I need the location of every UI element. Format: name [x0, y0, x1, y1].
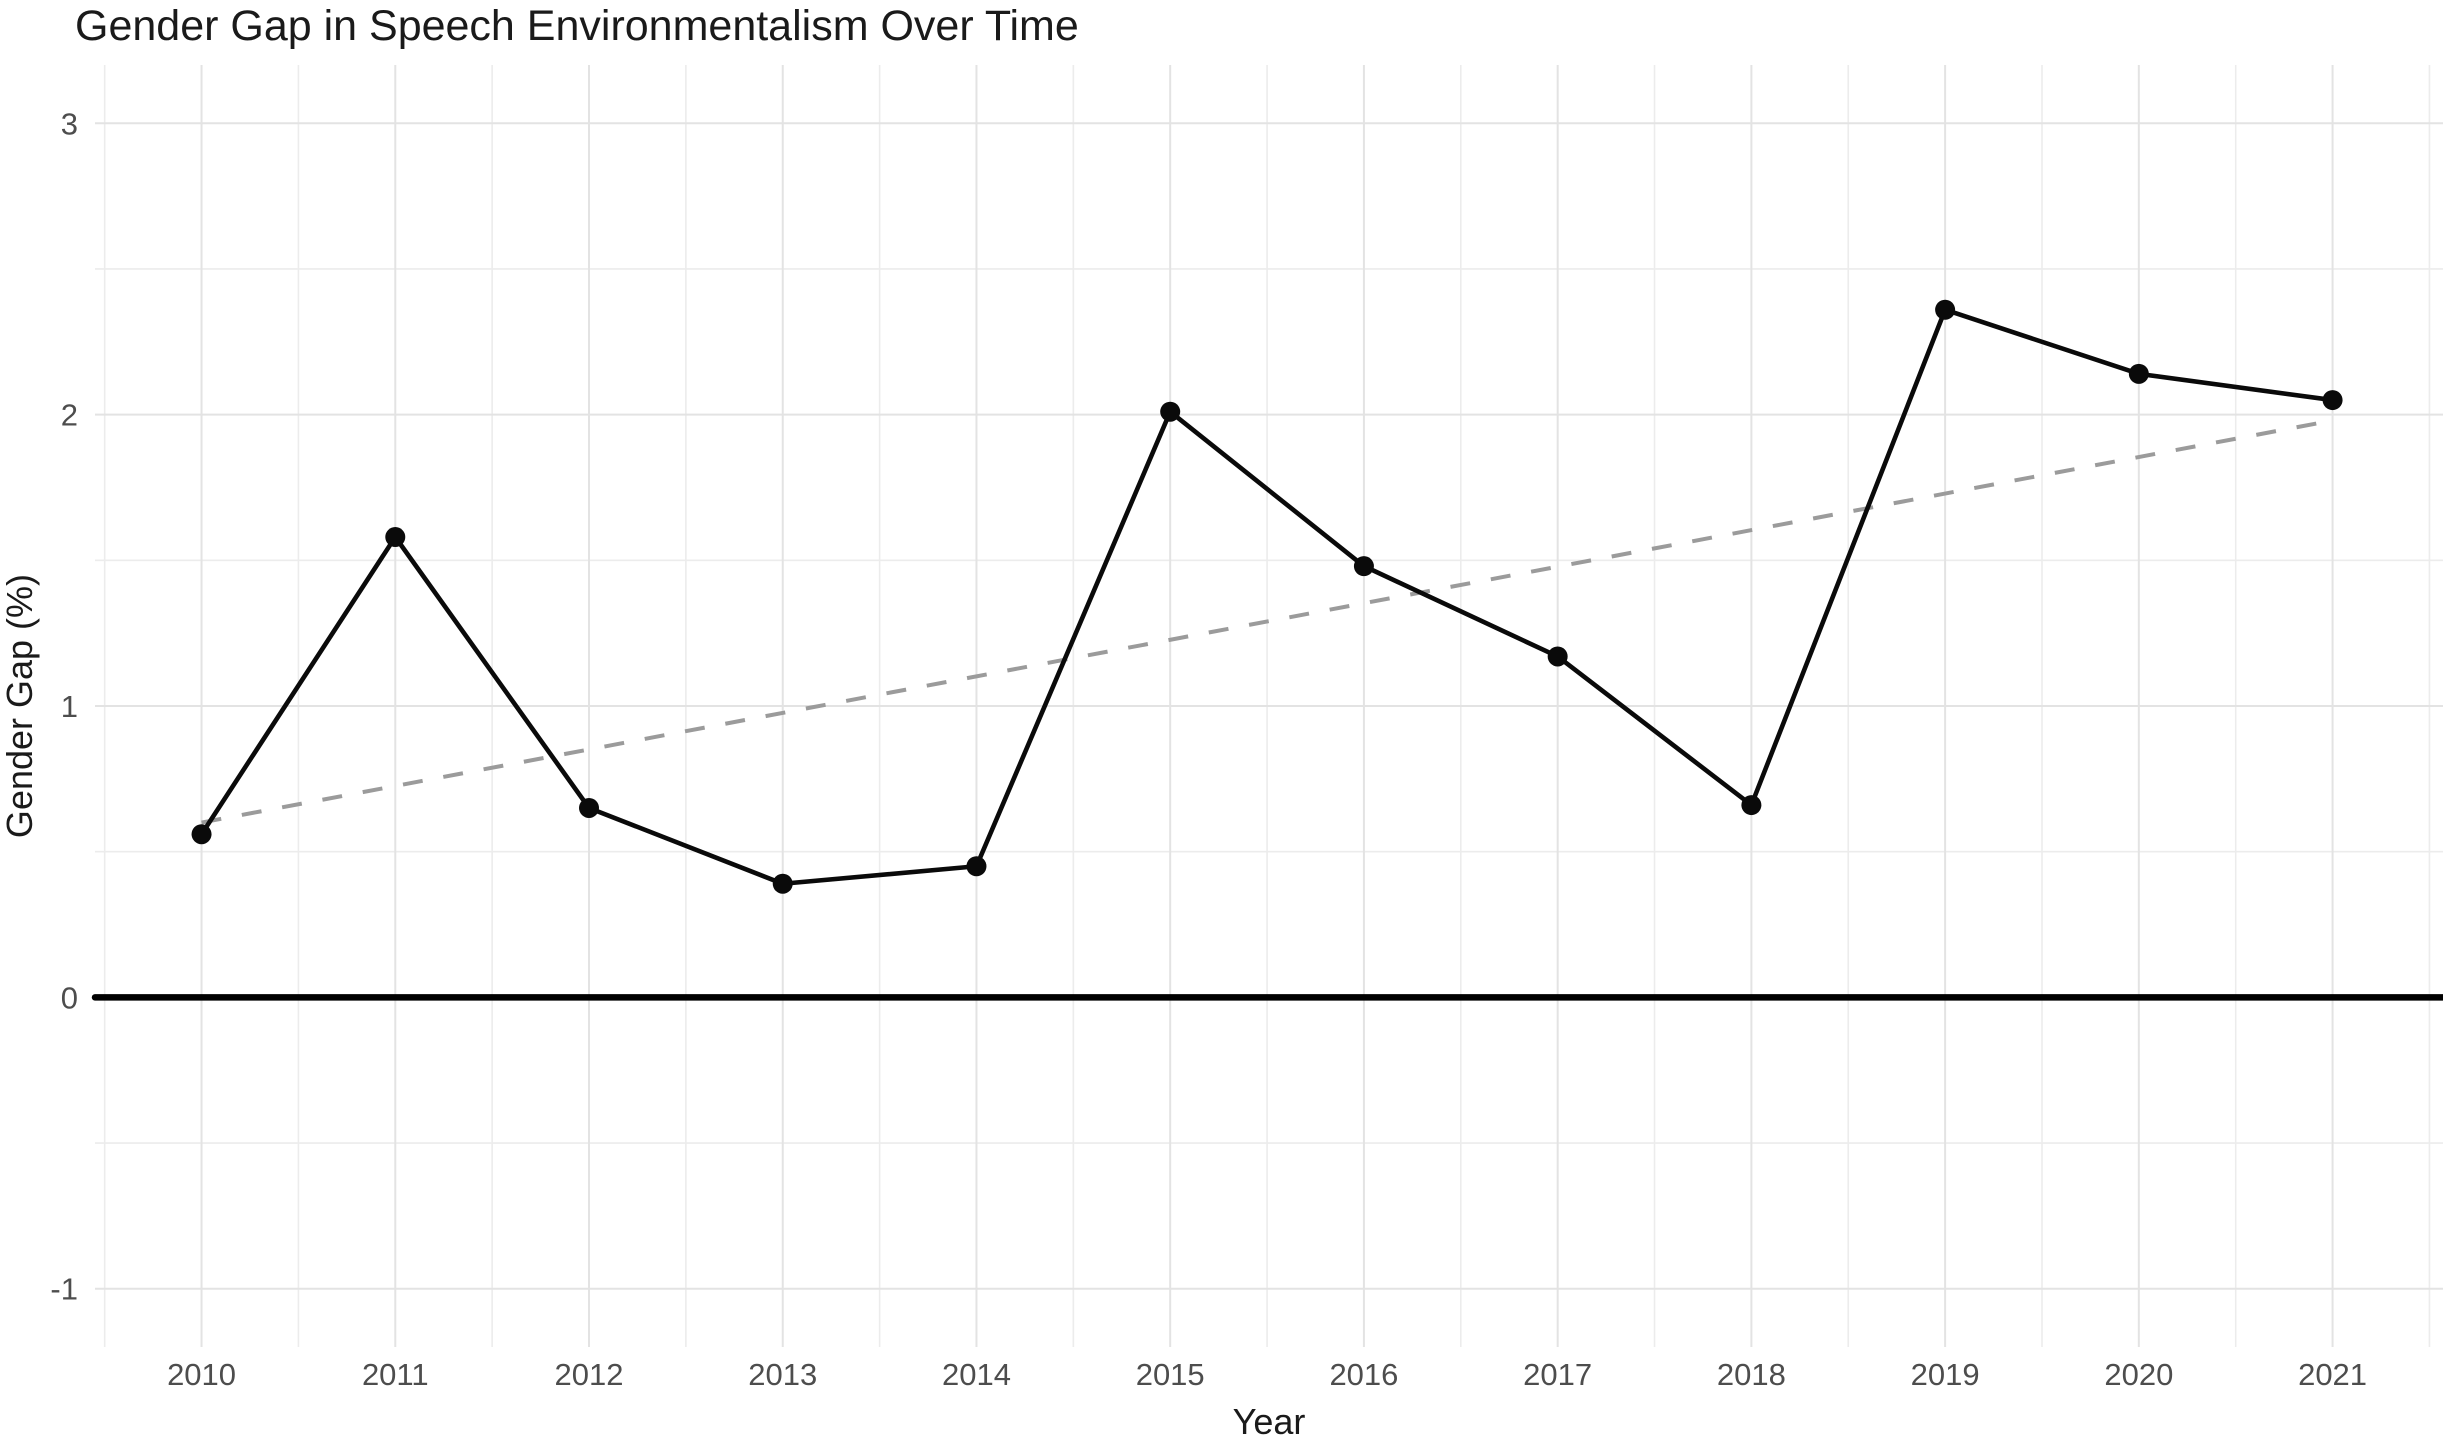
data-point	[1935, 299, 1956, 320]
y-axis-title: Gender Gap (%)	[0, 574, 40, 838]
trend-line	[201, 418, 2333, 825]
data-point	[191, 824, 212, 845]
data-point	[772, 873, 793, 894]
chart-title: Gender Gap in Speech Environmentalism Ov…	[75, 2, 1079, 50]
data-layer	[91, 299, 2443, 1001]
y-tick-label: 3	[61, 106, 78, 141]
data-point	[2322, 390, 2343, 411]
data-point	[1547, 646, 1568, 667]
data-point	[2128, 363, 2149, 384]
y-tick-label: 0	[61, 980, 78, 1015]
tick-label-layer: -1 0 1 2 3 2010 2011 2012 2013 2014 2015 2016 2017 20…	[50, 106, 2367, 1392]
x-tick-label: 2012	[555, 1357, 624, 1392]
x-tick-label: 2017	[1523, 1357, 1592, 1392]
data-point	[966, 856, 987, 877]
data-point	[1353, 556, 1374, 577]
x-tick-label: 2019	[1911, 1357, 1980, 1392]
x-tick-label: 2010	[167, 1357, 236, 1392]
y-tick-label: 2	[61, 398, 78, 433]
x-tick-label: 2014	[942, 1357, 1011, 1392]
x-tick-label: 2011	[362, 1357, 429, 1392]
grid-layer	[95, 65, 2443, 1347]
x-tick-label: 2013	[748, 1357, 817, 1392]
data-point	[579, 797, 600, 818]
y-tick-label: -1	[50, 1272, 78, 1307]
x-tick-label: 2016	[1329, 1357, 1398, 1392]
x-tick-label: 2021	[2298, 1357, 2367, 1392]
x-tick-label: 2020	[2104, 1357, 2173, 1392]
x-axis-title: Year	[1233, 1401, 1306, 1439]
y-tick-label: 1	[61, 689, 78, 724]
data-point	[1741, 795, 1762, 816]
series-line	[199, 307, 2335, 887]
data-point	[385, 527, 406, 548]
x-tick-label: 2018	[1717, 1357, 1786, 1392]
x-tick-label: 2015	[1136, 1357, 1205, 1392]
data-point	[1160, 401, 1181, 422]
